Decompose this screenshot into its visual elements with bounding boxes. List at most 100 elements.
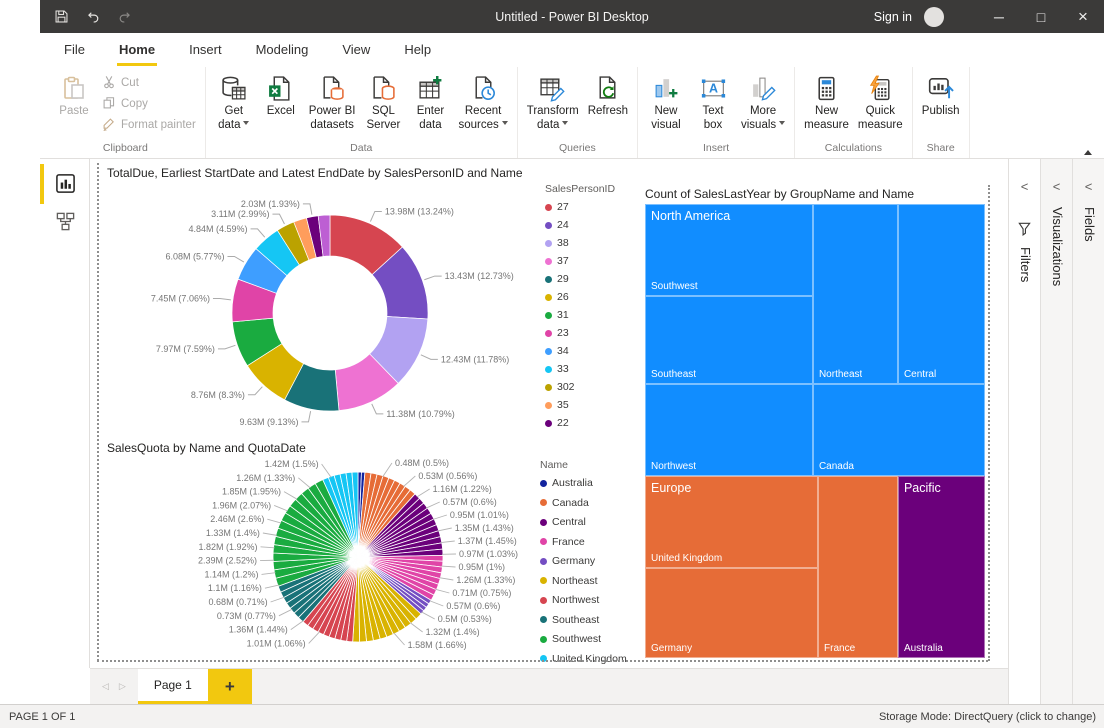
legend-item-33[interactable]: 33 bbox=[545, 363, 615, 375]
data-label: 2.03M (1.93%) bbox=[241, 199, 300, 209]
filters-panel-label: Filters bbox=[1018, 247, 1033, 282]
redo-icon[interactable] bbox=[117, 9, 133, 24]
new-measure-button[interactable]: Newmeasure bbox=[804, 72, 849, 132]
minimize-button[interactable]: ─ bbox=[978, 0, 1020, 33]
treemap-cell-australia[interactable]: PacificAustralia bbox=[898, 476, 985, 658]
next-page-arrow[interactable]: ▷ bbox=[119, 681, 126, 692]
paste-button[interactable]: Paste bbox=[55, 72, 93, 119]
legend-item-34[interactable]: 34 bbox=[545, 345, 615, 357]
enter-data-button[interactable]: Enterdata bbox=[411, 72, 449, 132]
menu-tab-file[interactable]: File bbox=[62, 34, 87, 66]
status-bar: PAGE 1 OF 1 Storage Mode: DirectQuery (c… bbox=[0, 704, 1104, 728]
treemap-cell-southeast[interactable]: Southeast bbox=[645, 296, 813, 384]
copy-button[interactable]: Copy bbox=[102, 96, 196, 114]
menu-tab-insert[interactable]: Insert bbox=[187, 34, 224, 66]
quick-measure-button[interactable]: Quickmeasure bbox=[858, 72, 903, 132]
selection-border bbox=[988, 185, 990, 661]
save-icon[interactable] bbox=[54, 9, 69, 24]
treemap-cell-central[interactable]: Central bbox=[898, 204, 985, 384]
get-data-button[interactable]: Getdata bbox=[215, 72, 253, 132]
legend-item-canada[interactable]: Canada bbox=[540, 497, 627, 509]
sign-in-button[interactable]: Sign in bbox=[874, 10, 912, 24]
treemap-cell-france[interactable]: France bbox=[818, 476, 898, 658]
side-panels: < Filters < Visualizations < Fields bbox=[1008, 159, 1104, 704]
publish-button[interactable]: Publish bbox=[922, 72, 960, 119]
maximize-button[interactable]: □ bbox=[1020, 0, 1062, 33]
power-bi-window: Untitled - Power BI Desktop Sign in ─ □ … bbox=[0, 0, 1104, 728]
excel-button[interactable]: Excel bbox=[262, 72, 300, 119]
treemap-cell-germany[interactable]: Germany bbox=[645, 568, 818, 658]
donut-chart-visual[interactable]: TotalDue, Earliest StartDate and Latest … bbox=[97, 163, 637, 438]
treemap-cell-northwest[interactable]: Northwest bbox=[645, 384, 813, 476]
power-bi-datasets-button[interactable]: Power BIdatasets bbox=[309, 72, 356, 132]
legend-item-37[interactable]: 37 bbox=[545, 255, 615, 267]
menu-tab-help[interactable]: Help bbox=[402, 34, 433, 66]
legend-item-australia[interactable]: Australia bbox=[540, 477, 627, 489]
legend-item-24[interactable]: 24 bbox=[545, 219, 615, 231]
legend-item-northwest[interactable]: Northwest bbox=[540, 594, 627, 606]
legend-item-23[interactable]: 23 bbox=[545, 327, 615, 339]
data-label: 1.16M (1.22%) bbox=[433, 484, 492, 494]
report-view-icon[interactable] bbox=[55, 173, 76, 194]
legend-item-germany[interactable]: Germany bbox=[540, 555, 627, 567]
legend-item-29[interactable]: 29 bbox=[545, 273, 615, 285]
data-label: 0.57M (0.6%) bbox=[443, 497, 497, 507]
collapse-ribbon-icon[interactable] bbox=[1084, 146, 1092, 155]
storage-mode-status[interactable]: Storage Mode: DirectQuery (click to chan… bbox=[879, 711, 1104, 723]
expand-visualizations-icon[interactable]: < bbox=[1041, 179, 1072, 194]
excel-icon bbox=[267, 72, 294, 104]
pie-chart[interactable]: 0.48M (0.5%)0.53M (0.56%)1.16M (1.22%)0.… bbox=[97, 438, 540, 662]
recent-sources-button[interactable]: Recentsources bbox=[458, 72, 507, 132]
legend-item-35[interactable]: 35 bbox=[545, 399, 615, 411]
legend-item-26[interactable]: 26 bbox=[545, 291, 615, 303]
refresh-button[interactable]: Refresh bbox=[588, 72, 628, 119]
model-view-icon[interactable] bbox=[55, 211, 76, 232]
data-label: 13.43M (12.73%) bbox=[445, 271, 514, 281]
treemap-cell-southwest[interactable]: North AmericaSouthwest bbox=[645, 204, 813, 296]
expand-filters-icon[interactable]: < bbox=[1009, 179, 1040, 194]
legend-item-302[interactable]: 302 bbox=[545, 381, 615, 393]
sql-server-button[interactable]: SQLServer bbox=[364, 72, 402, 132]
filters-panel[interactable]: < Filters bbox=[1008, 159, 1040, 704]
expand-fields-icon[interactable]: < bbox=[1073, 179, 1104, 194]
undo-icon[interactable] bbox=[85, 9, 101, 24]
legend-item-northeast[interactable]: Northeast bbox=[540, 575, 627, 587]
pie-chart-visual[interactable]: SalesQuota by Name and QuotaDate 0.48M (… bbox=[97, 438, 637, 662]
more-visuals-button[interactable]: Morevisuals bbox=[741, 72, 785, 132]
visualizations-panel[interactable]: < Visualizations bbox=[1040, 159, 1072, 704]
legend-item-22[interactable]: 22 bbox=[545, 417, 615, 429]
menu-tab-modeling[interactable]: Modeling bbox=[254, 34, 311, 66]
page-tab[interactable]: Page 1 bbox=[138, 669, 208, 704]
treemap-cell-united-kingdom[interactable]: EuropeUnited Kingdom bbox=[645, 476, 818, 567]
legend-item-france[interactable]: France bbox=[540, 536, 627, 548]
data-label: 2.39M (2.52%) bbox=[198, 556, 257, 566]
new-visual-button[interactable]: Newvisual bbox=[647, 72, 685, 132]
treemap-visual[interactable]: Count of SalesLastYear by GroupName and … bbox=[640, 185, 990, 662]
fields-panel[interactable]: < Fields bbox=[1072, 159, 1104, 704]
legend-item-southeast[interactable]: Southeast bbox=[540, 614, 627, 626]
ribbon-group-label: Clipboard bbox=[55, 141, 196, 158]
legend-item-38[interactable]: 38 bbox=[545, 237, 615, 249]
add-page-button[interactable]: + bbox=[208, 669, 252, 704]
cut-button[interactable]: Cut bbox=[102, 75, 196, 93]
format-painter-button[interactable]: Format painter bbox=[102, 117, 196, 135]
legend-item-southwest[interactable]: Southwest bbox=[540, 633, 627, 645]
menu-tab-home[interactable]: Home bbox=[117, 34, 157, 66]
legend-item-31[interactable]: 31 bbox=[545, 309, 615, 321]
treemap-cell-label: Southwest bbox=[651, 281, 698, 292]
treemap-cell-northeast[interactable]: Northeast bbox=[813, 204, 898, 384]
prev-page-arrow[interactable]: ◁ bbox=[102, 681, 109, 692]
ribbon-group-queries: TransformdataRefreshQueries bbox=[518, 67, 638, 158]
text-box-button[interactable]: ATextbox bbox=[694, 72, 732, 132]
avatar[interactable] bbox=[924, 7, 944, 27]
treemap-cell-canada[interactable]: Canada bbox=[813, 384, 985, 476]
legend-item-27[interactable]: 27 bbox=[545, 201, 615, 213]
legend-item-central[interactable]: Central bbox=[540, 516, 627, 528]
ribbon: Paste Cut Copy Format painter Clipboard Getda… bbox=[40, 67, 1104, 159]
legend-item-united-kingdom[interactable]: United Kingdom bbox=[540, 653, 627, 665]
transform-data-button[interactable]: Transformdata bbox=[527, 72, 579, 132]
donut-chart[interactable]: 13.98M (13.24%)13.43M (12.73%)12.43M (11… bbox=[97, 163, 542, 438]
close-button[interactable]: × bbox=[1062, 0, 1104, 33]
menu-tab-view[interactable]: View bbox=[340, 34, 372, 66]
data-label: 1.82M (1.92%) bbox=[198, 542, 257, 552]
